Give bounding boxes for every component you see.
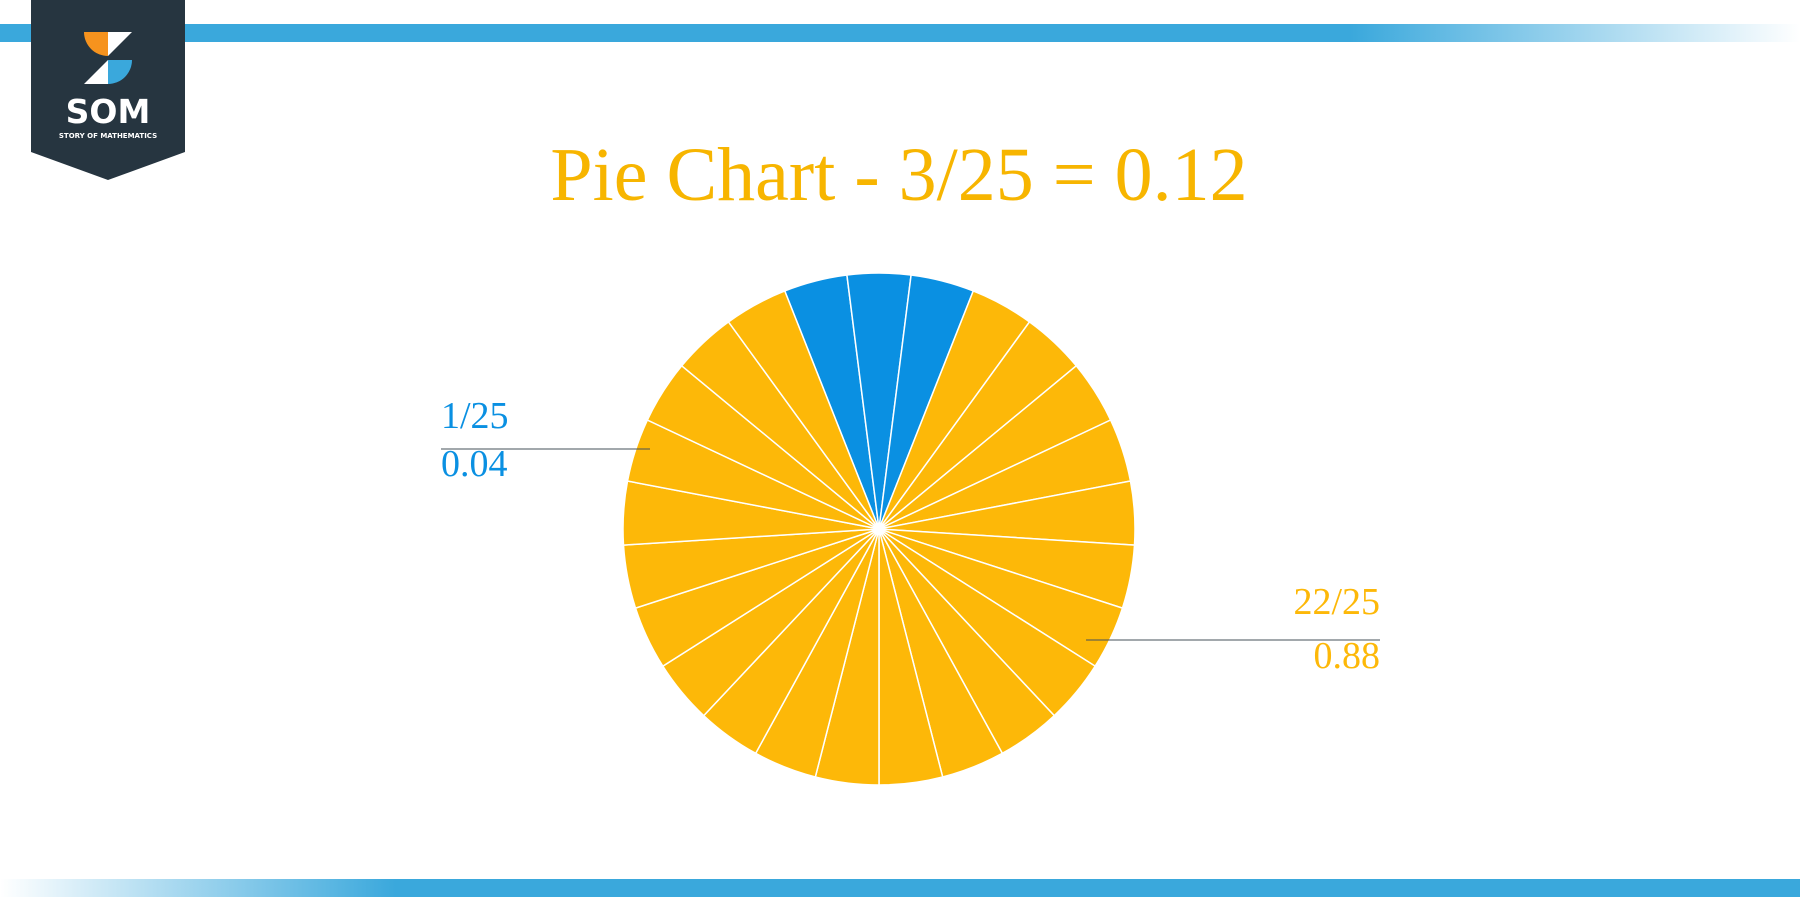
pie-slice	[727, 290, 880, 530]
annotation-fraction: 22/25	[1293, 581, 1380, 623]
annotation-decimal: 0.04	[441, 443, 508, 485]
pie	[622, 272, 1136, 786]
logo-mark: SOM	[66, 92, 151, 131]
logo-badge	[31, 0, 185, 180]
chart-title: Pie Chart - 3/25 = 0.12	[550, 133, 1247, 217]
logo-shape	[108, 60, 132, 84]
annotation-decimal: 0.88	[1314, 635, 1381, 677]
logo-shape	[84, 60, 108, 84]
logo-shape	[108, 32, 132, 56]
annotation-fraction: 1/25	[441, 395, 509, 437]
logo-tagline: STORY OF MATHEMATICS	[59, 132, 157, 140]
logo: SOM STORY OF MATHEMATICS	[31, 0, 185, 180]
bottom-stripe	[0, 879, 1800, 897]
logo-shape	[84, 32, 108, 56]
top-stripe	[0, 24, 1800, 42]
